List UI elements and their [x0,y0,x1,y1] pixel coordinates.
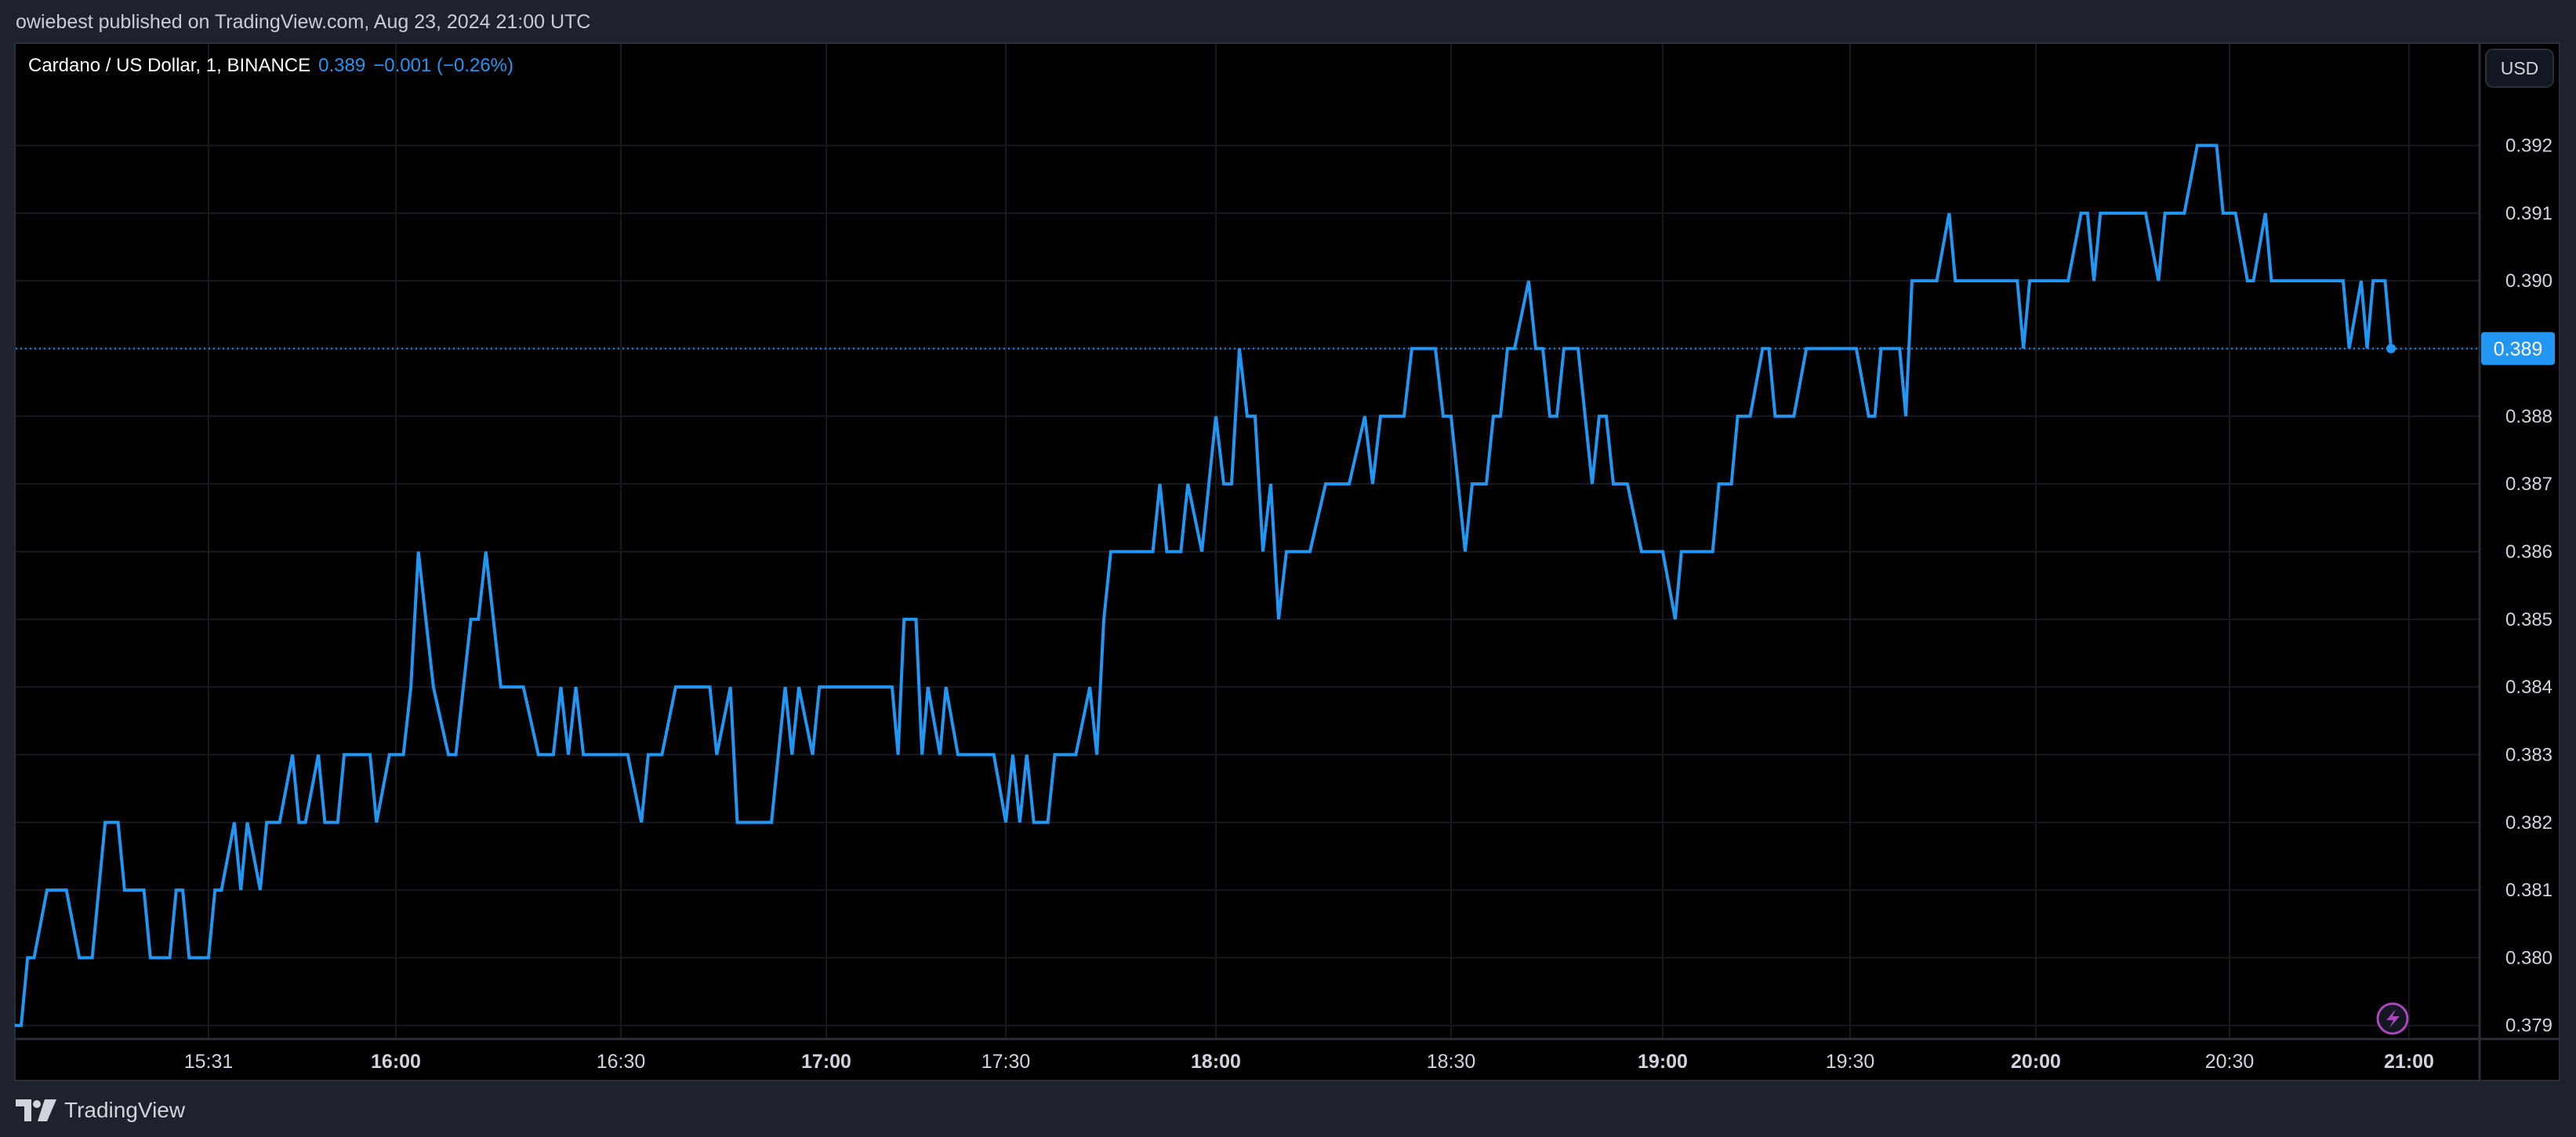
x-tick-label: 16:00 [371,1051,421,1073]
last-price: 0.389 [318,55,366,76]
current-price-label: 0.389 [2494,338,2543,360]
x-tick-label: 18:00 [1191,1051,1241,1073]
x-tick-label: 17:00 [801,1051,851,1073]
y-tick-label: 0.383 [2505,744,2552,765]
axes [14,42,2560,1080]
axis-labels: 0.379 0.380 0.381 0.382 0.383 0.384 0.385 0.386… [184,135,2552,1073]
y-tick-label: 0.386 [2505,541,2552,562]
footer-brand[interactable]: TradingView [16,1098,185,1123]
current-price-badge [2481,332,2555,365]
y-tick-label: 0.391 [2505,203,2552,224]
x-tick-label: 20:00 [2011,1051,2061,1073]
y-tick-label: 0.385 [2505,609,2552,630]
y-tick-label: 0.387 [2505,474,2552,495]
x-tick-label: 15:31 [184,1051,234,1073]
y-tick-label: 0.388 [2505,406,2552,427]
x-tick-label: 16:30 [597,1051,646,1073]
y-tick-label: 0.384 [2505,677,2552,698]
y-tick-label: 0.380 [2505,947,2552,968]
x-tick-label: 21:00 [2384,1051,2434,1073]
lightning-bolt-icon[interactable] [2376,1002,2409,1035]
x-tick-label: 19:30 [1826,1051,1875,1073]
brand-name: TradingView [64,1098,186,1122]
published-caption: owiebest published on TradingView.com, A… [16,11,591,33]
y-tick-label: 0.382 [2505,812,2552,834]
price-line [14,143,2393,1027]
chart-panel[interactable] [14,42,2560,1081]
bolt-glyph [2386,1009,2400,1028]
y-tick-label: 0.392 [2505,135,2552,156]
symbol-legend: Cardano / US Dollar, 1, BINANCE 0.389 −0.0… [28,55,513,77]
x-tick-label: 17:30 [981,1051,1031,1073]
grid [16,44,2480,1039]
y-tick-label: 0.379 [2505,1015,2552,1037]
x-tick-label: 18:30 [1427,1051,1476,1073]
currency-button[interactable]: USD [2485,49,2554,88]
price-change: −0.001 (−0.26%) [373,55,513,76]
y-tick-label: 0.381 [2505,880,2552,901]
symbol-title[interactable]: Cardano / US Dollar, 1, BINANCE [28,55,311,76]
tradingview-logo-icon [16,1099,56,1121]
x-tick-label: 19:00 [1638,1051,1688,1073]
y-tick-label: 0.390 [2505,271,2552,292]
last-point-marker [2386,343,2396,354]
x-tick-label: 20:30 [2205,1051,2255,1073]
price-series: 0.389 [14,143,2555,1035]
